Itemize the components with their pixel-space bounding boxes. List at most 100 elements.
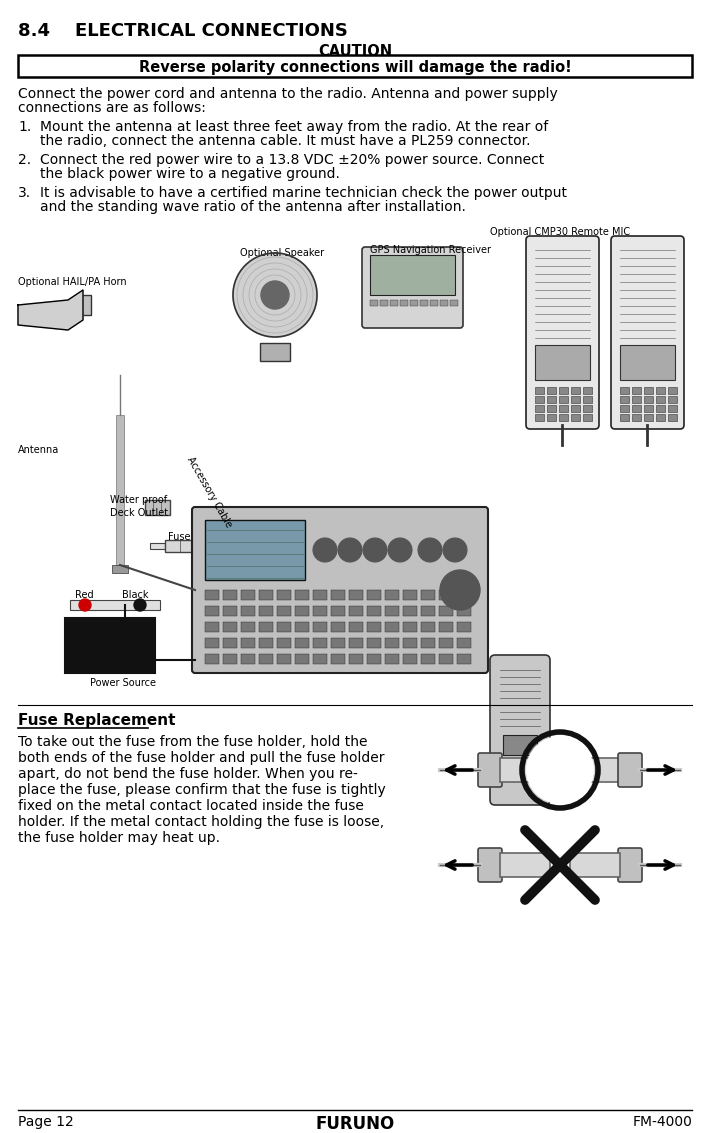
Bar [403, 606, 417, 616]
Bar [400, 300, 408, 306]
Bar [277, 622, 291, 632]
Text: Black: Black [122, 590, 148, 600]
FancyBboxPatch shape [362, 247, 463, 327]
Bar [241, 638, 255, 648]
Bar [195, 543, 210, 550]
Circle shape [79, 599, 91, 611]
Bar [559, 404, 568, 412]
Bar [385, 622, 399, 632]
Bar [223, 622, 237, 632]
Circle shape [233, 253, 317, 337]
Bar [367, 590, 381, 600]
Bar [145, 500, 170, 516]
FancyBboxPatch shape [478, 753, 502, 787]
Circle shape [388, 538, 412, 562]
Bar [367, 622, 381, 632]
Bar [295, 638, 309, 648]
Bar [70, 600, 160, 610]
Text: 8.4    ELECTRICAL CONNECTIONS: 8.4 ELECTRICAL CONNECTIONS [18, 22, 348, 40]
Bar [421, 654, 435, 664]
Bar [571, 404, 580, 412]
Text: Page 12: Page 12 [18, 1115, 74, 1128]
FancyBboxPatch shape [611, 236, 684, 429]
Text: 2.: 2. [18, 153, 31, 167]
Bar [112, 565, 128, 573]
Text: apart, do not bend the fuse holder. When you re-: apart, do not bend the fuse holder. When… [18, 767, 358, 781]
Bar [559, 397, 568, 403]
Bar [656, 397, 665, 403]
Bar [259, 654, 273, 664]
Bar [295, 622, 309, 632]
Text: Deck Outlet: Deck Outlet [110, 508, 168, 518]
Bar [503, 735, 537, 755]
Bar [450, 300, 458, 306]
Bar [18, 56, 692, 77]
Bar [439, 638, 453, 648]
Polygon shape [18, 290, 83, 330]
Bar [259, 638, 273, 648]
Bar [313, 622, 327, 632]
Bar [547, 397, 556, 403]
Text: FM-4000: FM-4000 [632, 1115, 692, 1128]
Bar [277, 638, 291, 648]
Bar [500, 758, 620, 782]
Text: Mount the antenna at least three feet away from the radio. At the rear of: Mount the antenna at least three feet aw… [40, 120, 548, 134]
Bar [116, 415, 124, 565]
Text: Water proof: Water proof [110, 495, 167, 505]
Text: GPS Navigation Receiver: GPS Navigation Receiver [370, 245, 491, 255]
Bar [535, 414, 544, 421]
Bar [547, 404, 556, 412]
Bar [547, 387, 556, 394]
Bar [440, 300, 448, 306]
Bar [668, 387, 677, 394]
Bar [583, 404, 592, 412]
Bar [331, 638, 345, 648]
Bar [277, 606, 291, 616]
Bar [76, 295, 91, 315]
Circle shape [30, 307, 46, 323]
Text: Power Source: Power Source [90, 678, 156, 688]
Bar [583, 397, 592, 403]
Bar [223, 606, 237, 616]
Text: both ends of the fuse holder and pull the fuse holder: both ends of the fuse holder and pull th… [18, 751, 385, 765]
Bar [0, 215, 710, 690]
Bar [367, 638, 381, 648]
Text: Fuse Replacement: Fuse Replacement [18, 713, 175, 729]
Text: and the standing wave ratio of the antenna after installation.: and the standing wave ratio of the anten… [40, 201, 466, 214]
Bar [259, 606, 273, 616]
Bar [535, 404, 544, 412]
Bar [241, 606, 255, 616]
Text: Optional Speaker: Optional Speaker [240, 248, 324, 258]
Text: 3.: 3. [18, 186, 31, 201]
Text: Fuse: Fuse [168, 533, 190, 542]
Bar [277, 590, 291, 600]
Circle shape [363, 538, 387, 562]
Bar [313, 606, 327, 616]
Bar [457, 590, 471, 600]
Bar [535, 387, 544, 394]
Bar [668, 397, 677, 403]
Bar [165, 540, 195, 552]
Bar [259, 590, 273, 600]
Text: holder. If the metal contact holding the fuse is loose,: holder. If the metal contact holding the… [18, 815, 384, 829]
Bar [632, 414, 641, 421]
Bar [150, 543, 165, 550]
Bar [403, 638, 417, 648]
Text: CAUTION: CAUTION [318, 44, 392, 59]
Bar [644, 387, 653, 394]
Bar [457, 622, 471, 632]
Text: FURUNO: FURUNO [315, 1115, 395, 1133]
Bar [620, 404, 629, 412]
Text: It is advisable to have a certified marine technician check the power output: It is advisable to have a certified mari… [40, 186, 567, 201]
Bar [331, 606, 345, 616]
Text: Connect the red power wire to a 13.8 VDC ±20% power source. Connect: Connect the red power wire to a 13.8 VDC… [40, 153, 545, 167]
Bar [295, 590, 309, 600]
Bar [410, 300, 418, 306]
Bar [205, 606, 219, 616]
Bar [403, 622, 417, 632]
Bar [535, 397, 544, 403]
Bar [403, 654, 417, 664]
Bar [385, 638, 399, 648]
Bar [439, 606, 453, 616]
Bar [349, 590, 363, 600]
